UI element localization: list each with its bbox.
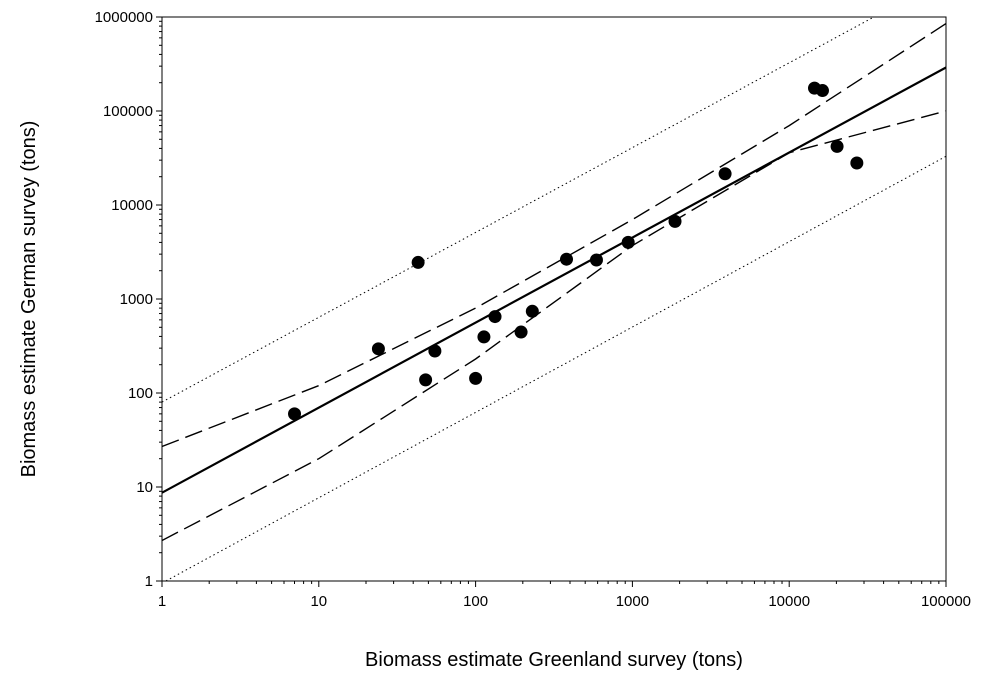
confidence-lower-line — [162, 110, 946, 542]
data-point — [525, 304, 539, 318]
data-point — [830, 139, 844, 153]
data-point — [288, 407, 302, 421]
x-axis-title: Biomass estimate Greenland survey (tons) — [365, 649, 743, 671]
data-point — [621, 235, 635, 249]
confidence-upper-line — [162, 23, 946, 448]
data-point — [428, 344, 442, 358]
x-tick-label: 1000 — [616, 593, 649, 610]
y-tick-label: 1000000 — [95, 9, 153, 26]
data-point — [477, 330, 491, 344]
x-tick-label: 10000 — [768, 593, 810, 610]
x-tick-label: 100 — [463, 593, 488, 610]
data-point — [514, 325, 528, 339]
plot-frame — [161, 16, 947, 582]
x-tick-label: 1 — [158, 593, 166, 610]
x-tick-label: 10 — [310, 593, 327, 610]
y-tick-label: 100 — [128, 385, 153, 402]
y-axis-title: Biomass estimate German survey (tons) — [18, 121, 40, 478]
data-point — [469, 371, 483, 385]
y-tick-label: 10000 — [111, 197, 153, 214]
y-tick-label: 1000 — [120, 291, 153, 308]
data-point — [488, 310, 502, 324]
data-point — [668, 214, 682, 228]
fit-lines — [162, 17, 946, 581]
data-points — [288, 81, 864, 421]
y-tick-label: 1 — [145, 573, 153, 590]
x-tick-label: 100000 — [921, 593, 971, 610]
y-tick-label: 100000 — [103, 103, 153, 120]
prediction-lower-line — [164, 155, 946, 581]
data-point — [560, 252, 574, 266]
data-point — [419, 373, 433, 387]
prediction-upper-line — [162, 17, 875, 403]
y-tick-label: 10 — [136, 479, 153, 496]
data-point — [850, 156, 864, 170]
data-point — [371, 342, 385, 356]
data-point — [589, 253, 603, 267]
data-point — [411, 255, 425, 269]
data-point — [815, 84, 829, 98]
regression-line — [162, 66, 946, 494]
axis-ticks: 1 10 100 1000 10000 100000 1 10 100 1000 10000 1000… — [95, 9, 971, 610]
data-point — [718, 167, 732, 181]
